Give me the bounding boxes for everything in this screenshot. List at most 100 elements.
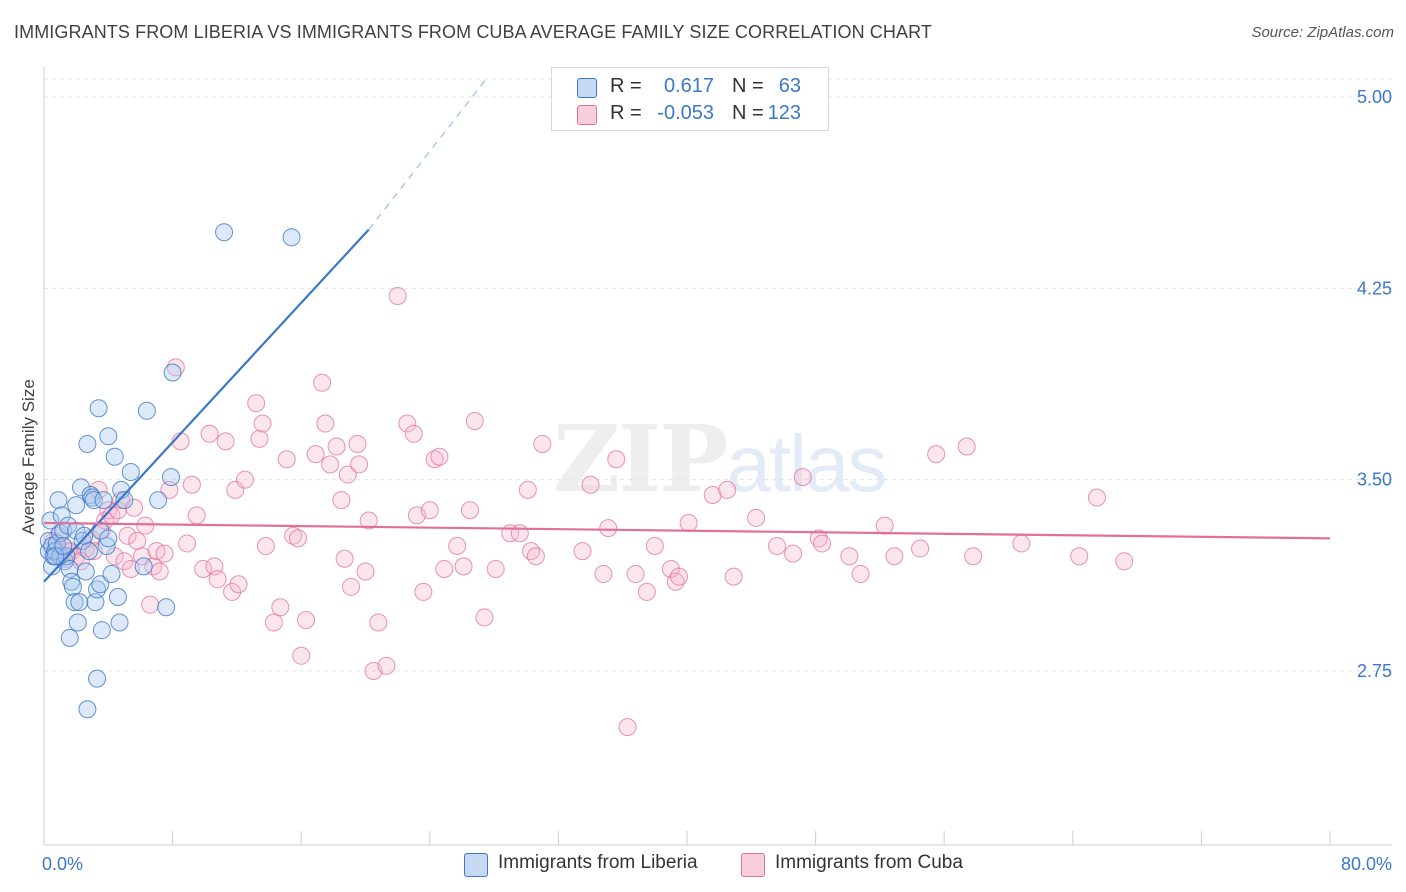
- cuba-point: [208, 570, 227, 589]
- y-tick-labels: 5.00 4.25 3.50 2.75: [1357, 87, 1392, 681]
- cuba-point: [229, 575, 248, 594]
- cuba-point: [875, 516, 894, 535]
- cuba-point: [533, 434, 552, 453]
- cuba-point: [607, 450, 626, 469]
- cuba-point: [250, 429, 269, 448]
- cuba-point: [669, 567, 688, 586]
- liberia-point: [91, 575, 110, 594]
- cuba-point: [1087, 488, 1106, 507]
- cuba-point: [348, 434, 367, 453]
- liberia-point: [84, 491, 103, 510]
- cuba-point: [645, 536, 664, 555]
- cuba-point: [626, 565, 645, 584]
- axes: [43, 67, 1392, 846]
- cuba-point: [292, 646, 311, 665]
- cuba-point: [398, 414, 417, 433]
- n-value: 123: [767, 102, 801, 124]
- liberia-swatch: [577, 78, 597, 98]
- liberia-point: [110, 613, 129, 632]
- correlation-legend: R = 0.617 N = 63 R = -0.053 N = 123: [551, 67, 829, 131]
- y-axis-label: Average Family Size: [19, 379, 38, 535]
- cuba-point: [475, 608, 494, 627]
- cuba-point: [703, 485, 722, 504]
- r-value: 0.617: [663, 75, 714, 97]
- liberia-point: [105, 447, 124, 466]
- cuba-point: [581, 475, 600, 494]
- liberia-point: [282, 228, 301, 247]
- liberia-point: [65, 593, 84, 612]
- y-tick-label: 4.25: [1357, 278, 1392, 298]
- liberia-point: [75, 526, 94, 545]
- cuba-legend-label: Immigrants from Cuba: [775, 852, 963, 873]
- cuba-point: [957, 437, 976, 456]
- liberia-point: [115, 491, 134, 510]
- cuba-point: [522, 542, 541, 561]
- cuba-point: [335, 549, 354, 568]
- cuba-point: [141, 595, 160, 614]
- cuba-point: [235, 470, 254, 489]
- r-label: R =: [610, 75, 642, 97]
- cuba-point: [178, 534, 197, 553]
- liberia-point: [54, 536, 73, 555]
- liberia-point: [89, 399, 108, 418]
- y-tick-label: 5.00: [1357, 87, 1392, 107]
- cuba-point: [526, 547, 545, 566]
- cuba-point: [297, 610, 316, 629]
- y-tick-label: 3.50: [1357, 470, 1392, 490]
- liberia-point: [97, 536, 116, 555]
- cuba-point: [182, 475, 201, 494]
- liberia-point: [121, 463, 140, 482]
- cuba-point: [253, 414, 272, 433]
- r-value: -0.053: [657, 102, 714, 124]
- r-label: R =: [610, 102, 642, 124]
- liberia-point: [70, 593, 89, 612]
- cuba-point: [388, 286, 407, 305]
- cuba-point: [454, 557, 473, 576]
- liberia-point: [67, 496, 86, 515]
- cuba-point: [927, 445, 946, 464]
- cuba-point: [768, 536, 787, 555]
- y-tick-label: 2.75: [1357, 661, 1392, 681]
- liberia-trend-extension: [368, 78, 487, 231]
- cuba-point: [404, 424, 423, 443]
- cuba-point: [679, 514, 698, 533]
- cuba-series: [44, 286, 1134, 737]
- cuba-point: [350, 455, 369, 474]
- liberia-point: [99, 427, 118, 446]
- liberia-point: [88, 580, 107, 599]
- liberia-point: [108, 588, 127, 607]
- liberia-point: [149, 491, 168, 510]
- cuba-point: [125, 498, 144, 517]
- n-label: N =: [732, 75, 764, 97]
- liberia-legend-swatch: [464, 853, 488, 877]
- liberia-point: [134, 557, 153, 576]
- cuba-point: [718, 480, 737, 499]
- cuba-point: [851, 565, 870, 584]
- cuba-point: [256, 536, 275, 555]
- cuba-point: [599, 519, 618, 538]
- cuba-point: [435, 559, 454, 578]
- liberia-point: [63, 577, 82, 596]
- cuba-point: [216, 432, 235, 451]
- cuba-point: [316, 414, 335, 433]
- watermark: ZIPatlas: [553, 405, 887, 513]
- cuba-point: [666, 572, 685, 591]
- cuba-point: [277, 450, 296, 469]
- watermark-zip: ZIP: [553, 405, 728, 513]
- liberia-point: [161, 468, 180, 487]
- n-value: 63: [778, 75, 801, 97]
- cuba-point: [813, 534, 832, 553]
- n-label: N =: [732, 102, 764, 124]
- liberia-point: [92, 621, 111, 640]
- cuba-legend-swatch: [741, 853, 765, 877]
- cuba-point: [460, 501, 479, 520]
- cuba-point: [885, 547, 904, 566]
- cuba-point: [359, 511, 378, 530]
- liberia-legend-label: Immigrants from Liberia: [498, 852, 698, 873]
- cuba-point: [288, 529, 307, 548]
- cuba-point: [465, 411, 484, 430]
- cuba-point: [420, 501, 439, 520]
- cuba-point: [840, 547, 859, 566]
- cuba-point: [377, 656, 396, 675]
